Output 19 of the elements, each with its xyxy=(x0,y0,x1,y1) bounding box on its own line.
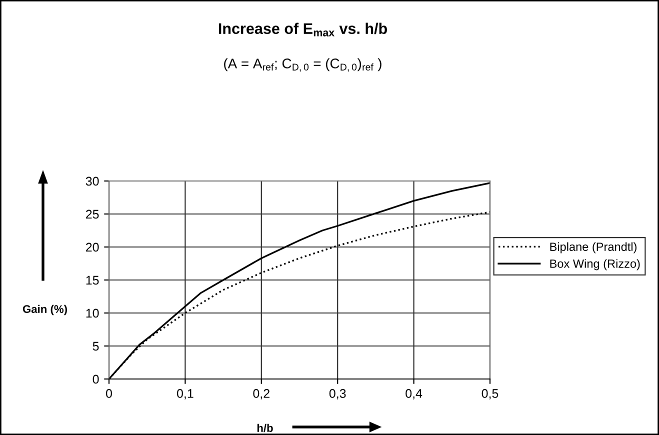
y-tick-label: 0 xyxy=(92,374,99,384)
chart-title: Increase of E$_{max}$ vs. h/b xyxy=(218,22,387,36)
y-axis-title: Gain (%) xyxy=(22,304,67,316)
x-tick-label: 0,2 xyxy=(253,389,270,400)
x-tick-label: 0 xyxy=(106,389,112,398)
y-tick-label: 25 xyxy=(86,210,99,219)
y-tick-label: 5 xyxy=(92,342,99,351)
x-tick-label: 0,5 xyxy=(482,389,498,400)
y-tick-label: 30 xyxy=(86,176,99,186)
y-tick-label: 20 xyxy=(86,242,99,252)
text: (A = A$_{ref}$; C$_{D,0}$ = (C$_{D,0}$)$_{ref}$ ) xyxy=(224,58,382,72)
y-tick-label: 15 xyxy=(86,276,99,285)
x-tick-label: 0,4 xyxy=(406,389,422,400)
y-tick-label: 10 xyxy=(86,308,99,318)
legend-label: Biplane (Prandtl) xyxy=(550,242,636,254)
x-axis-title: h/b xyxy=(257,424,273,432)
x-tick-label: 0,3 xyxy=(329,389,346,400)
legend-label: Box Wing (Rizzo) xyxy=(550,259,640,270)
x-tick-label: 0,1 xyxy=(177,389,194,400)
